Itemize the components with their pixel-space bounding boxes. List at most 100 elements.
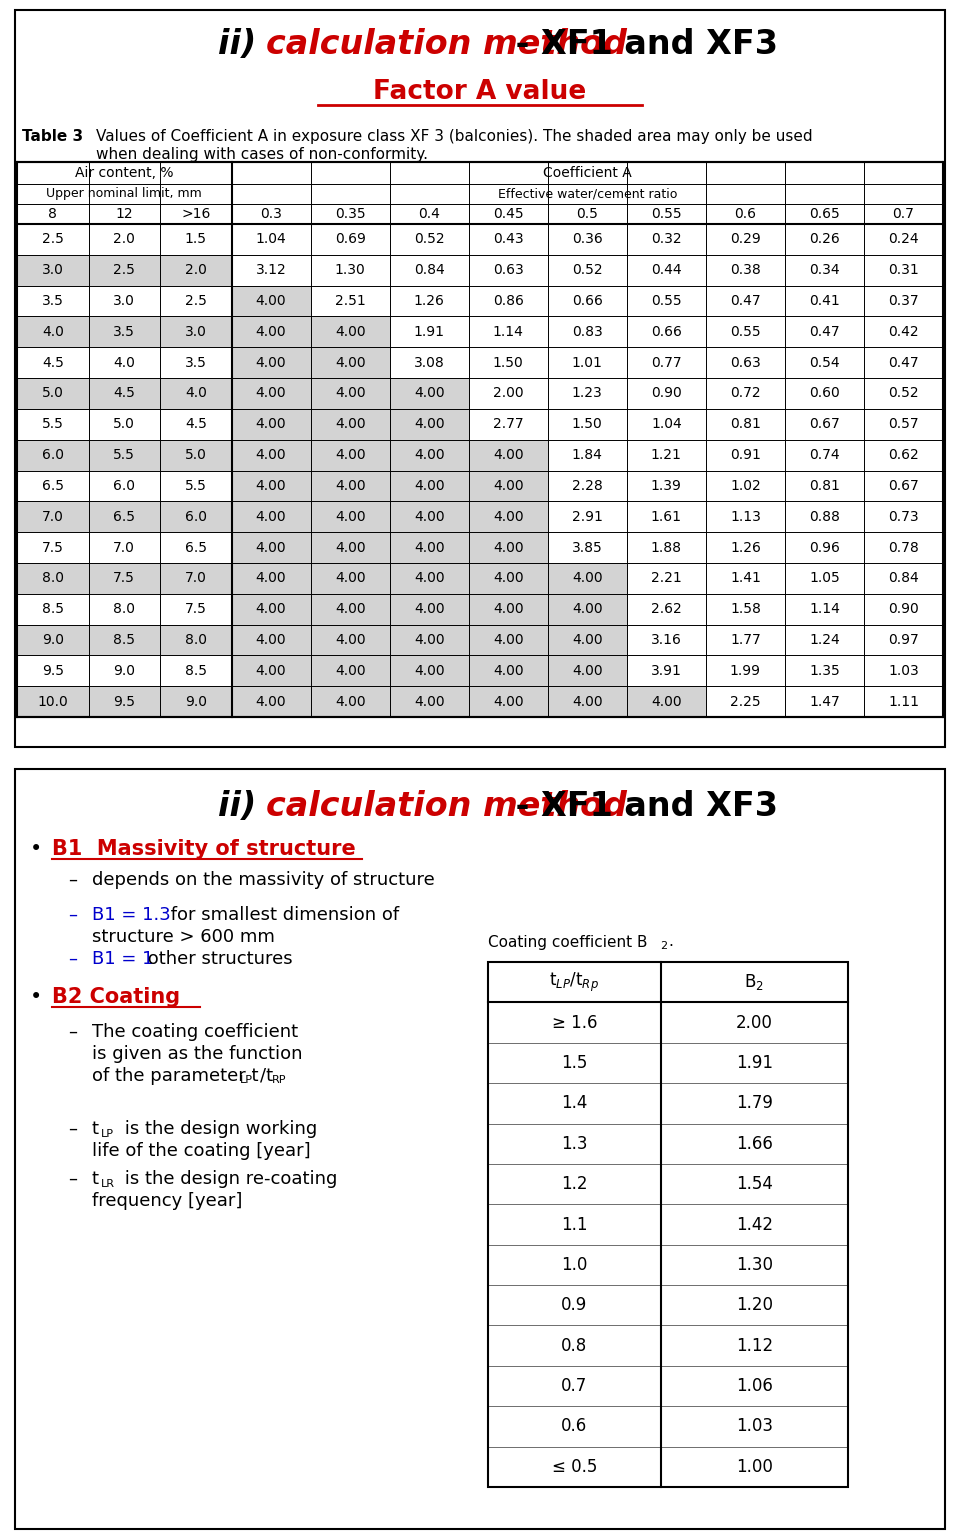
Text: 4.00: 4.00	[414, 664, 444, 678]
Text: 4.00: 4.00	[255, 294, 286, 307]
Text: 0.57: 0.57	[888, 417, 919, 432]
Text: >16: >16	[181, 207, 210, 221]
Text: 3.91: 3.91	[651, 664, 682, 678]
Bar	[231, 286, 311, 317]
Text: is the design working: is the design working	[119, 1120, 317, 1137]
Text: 9.5: 9.5	[42, 664, 63, 678]
Bar	[231, 593, 311, 624]
Bar	[17, 624, 231, 655]
Bar	[231, 501, 311, 532]
Text: depends on the massivity of structure: depends on the massivity of structure	[92, 871, 435, 888]
Text: 0.9: 0.9	[562, 1296, 588, 1314]
Text: 2.00: 2.00	[736, 1013, 773, 1031]
Text: 0.55: 0.55	[651, 294, 682, 307]
Text: 0.77: 0.77	[651, 355, 682, 370]
Text: 1.2: 1.2	[562, 1176, 588, 1193]
Bar	[468, 593, 548, 624]
Text: 10.0: 10.0	[37, 695, 68, 709]
Text: 0.32: 0.32	[651, 232, 682, 246]
Text: is given as the function: is given as the function	[92, 1045, 302, 1064]
Text: 4.5: 4.5	[185, 417, 206, 432]
Text: 0.3: 0.3	[260, 207, 282, 221]
Text: 1.30: 1.30	[335, 263, 366, 277]
Text: 3.16: 3.16	[651, 633, 682, 647]
Text: 1.26: 1.26	[730, 541, 761, 555]
Text: B2 Coating: B2 Coating	[52, 987, 180, 1007]
Text: 1.14: 1.14	[809, 603, 840, 616]
Text: 4.00: 4.00	[414, 633, 444, 647]
Text: 4.00: 4.00	[255, 695, 286, 709]
Bar	[231, 317, 311, 347]
Bar	[17, 686, 231, 716]
Text: 4.00: 4.00	[414, 572, 444, 586]
Bar	[311, 532, 390, 563]
Text: 4.00: 4.00	[492, 541, 523, 555]
Bar	[468, 501, 548, 532]
Text: 2.91: 2.91	[572, 510, 603, 524]
Text: 7.5: 7.5	[113, 572, 135, 586]
Text: 1.1: 1.1	[562, 1216, 588, 1234]
Bar	[390, 409, 468, 440]
Text: Factor A value: Factor A value	[373, 78, 587, 105]
Text: 0.84: 0.84	[414, 263, 444, 277]
Text: 0.8: 0.8	[562, 1337, 588, 1354]
Text: 7.5: 7.5	[185, 603, 206, 616]
Bar	[311, 378, 390, 409]
Text: 1.50: 1.50	[492, 355, 523, 370]
Text: 4.00: 4.00	[255, 480, 286, 493]
Text: 2.0: 2.0	[113, 232, 135, 246]
Bar	[311, 563, 390, 593]
Text: 0.88: 0.88	[809, 510, 840, 524]
Text: 7.0: 7.0	[113, 541, 135, 555]
Text: The coating coefficient: The coating coefficient	[92, 1024, 299, 1041]
Text: 5.0: 5.0	[113, 417, 135, 432]
Text: 1.05: 1.05	[809, 572, 840, 586]
Text: 6.5: 6.5	[113, 510, 135, 524]
Bar	[548, 624, 627, 655]
Text: Upper nominal limit, mm: Upper nominal limit, mm	[46, 188, 203, 200]
Text: 0.6: 0.6	[562, 1417, 588, 1436]
Text: other structures: other structures	[142, 950, 293, 968]
Text: 4.00: 4.00	[572, 603, 603, 616]
Bar	[548, 686, 627, 716]
Text: 2.62: 2.62	[651, 603, 682, 616]
Bar	[468, 686, 548, 716]
Text: 8.0: 8.0	[185, 633, 206, 647]
Text: 4.00: 4.00	[572, 572, 603, 586]
Text: 2.5: 2.5	[185, 294, 206, 307]
Bar	[17, 563, 231, 593]
Text: –: –	[68, 871, 77, 888]
Text: 0.47: 0.47	[888, 355, 919, 370]
Text: 0.55: 0.55	[651, 207, 682, 221]
Text: .: .	[668, 934, 673, 950]
Text: 5.0: 5.0	[185, 449, 206, 463]
Text: B1 = 1.3: B1 = 1.3	[92, 905, 171, 924]
Text: 5.5: 5.5	[42, 417, 63, 432]
Bar	[390, 378, 468, 409]
Text: 1.02: 1.02	[730, 480, 760, 493]
Text: 1.39: 1.39	[651, 480, 682, 493]
Text: 2.28: 2.28	[572, 480, 603, 493]
Bar	[17, 378, 231, 409]
Text: 8.5: 8.5	[42, 603, 63, 616]
Text: 6.5: 6.5	[185, 541, 206, 555]
Text: LR: LR	[101, 1179, 115, 1190]
Bar	[17, 317, 231, 347]
Text: 4.00: 4.00	[414, 386, 444, 401]
Text: •: •	[30, 987, 42, 1007]
Text: calculation method: calculation method	[266, 790, 627, 824]
Text: 4.00: 4.00	[255, 633, 286, 647]
Text: 0.7: 0.7	[562, 1377, 588, 1396]
Text: 3.0: 3.0	[185, 324, 206, 338]
Bar	[548, 655, 627, 686]
Bar	[231, 532, 311, 563]
Text: 1.06: 1.06	[736, 1377, 773, 1396]
Text: 0.36: 0.36	[572, 232, 603, 246]
Bar	[231, 470, 311, 501]
Text: 4.00: 4.00	[335, 510, 366, 524]
Text: 4.00: 4.00	[255, 603, 286, 616]
Text: 8.5: 8.5	[185, 664, 206, 678]
Text: 4.00: 4.00	[335, 695, 366, 709]
Text: 4.00: 4.00	[335, 449, 366, 463]
Text: 4.00: 4.00	[255, 324, 286, 338]
